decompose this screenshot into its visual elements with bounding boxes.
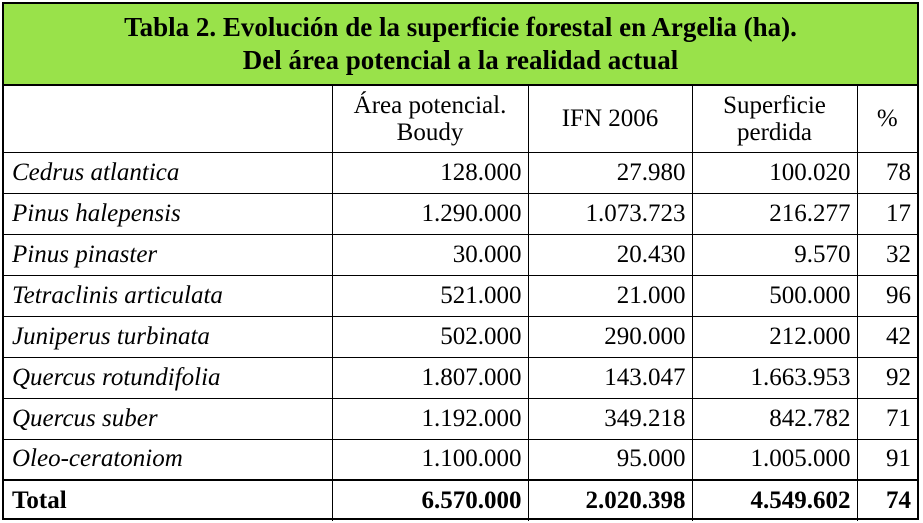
- species-name: Pinus halepensis: [4, 192, 333, 235]
- total-label: Total: [4, 479, 333, 521]
- total-ifn: 2.020.398: [527, 479, 693, 521]
- percent-value: 32: [856, 233, 917, 276]
- potential-area-value: 521.000: [331, 274, 529, 317]
- species-name: Juniperus turbinata: [4, 315, 333, 358]
- header-lost-line-2: perdida: [737, 118, 812, 146]
- ifn-value: 290.000: [527, 315, 693, 358]
- potential-area-value: 1.290.000: [331, 192, 529, 235]
- table-row: Pinus halepensis 1.290.000 1.073.723 216…: [4, 192, 917, 235]
- header-lost-line-1: Superficie: [723, 91, 826, 119]
- table-row: Cedrus atlantica 128.000 27.980 100.020 …: [4, 151, 917, 194]
- table-title-line-1: Tabla 2. Evolución de la superficie fore…: [124, 12, 797, 42]
- species-name: Pinus pinaster: [4, 233, 333, 276]
- total-percent: 74: [856, 479, 917, 521]
- species-name: Quercus suber: [4, 397, 333, 440]
- total-potential-area: 6.570.000: [331, 479, 529, 521]
- potential-area-value: 1.100.000: [331, 438, 529, 481]
- header-percent: %: [856, 86, 917, 153]
- lost-surface-value: 216.277: [691, 192, 858, 235]
- potential-area-value: 128.000: [331, 151, 529, 194]
- lost-surface-value: 1.005.000: [691, 438, 858, 481]
- potential-area-value: 30.000: [331, 233, 529, 276]
- percent-value: 42: [856, 315, 917, 358]
- lost-surface-value: 1.663.953: [691, 356, 858, 399]
- lost-surface-value: 500.000: [691, 274, 858, 317]
- species-name: Oleo-ceratoniom: [4, 438, 333, 481]
- forest-surface-table: Área potencial. Boudy IFN 2006 Superfici…: [4, 86, 917, 521]
- header-potential-line-2: Boudy: [396, 118, 464, 146]
- lost-surface-value: 100.020: [691, 151, 858, 194]
- ifn-value: 21.000: [527, 274, 693, 317]
- species-name: Cedrus atlantica: [4, 151, 333, 194]
- percent-value: 96: [856, 274, 917, 317]
- percent-value: 92: [856, 356, 917, 399]
- table-row: Juniperus turbinata 502.000 290.000 212.…: [4, 315, 917, 358]
- ifn-value: 143.047: [527, 356, 693, 399]
- lost-surface-value: 212.000: [691, 315, 858, 358]
- total-lost-surface: 4.549.602: [691, 479, 858, 521]
- header-species: [4, 86, 333, 153]
- table-header-row: Área potencial. Boudy IFN 2006 Superfici…: [4, 86, 917, 153]
- table-row: Quercus suber 1.192.000 349.218 842.782 …: [4, 397, 917, 440]
- potential-area-value: 1.807.000: [331, 356, 529, 399]
- ifn-value: 20.430: [527, 233, 693, 276]
- header-ifn-2006: IFN 2006: [527, 86, 693, 153]
- table-row: Pinus pinaster 30.000 20.430 9.570 32: [4, 233, 917, 276]
- table-title-line-2: Del área potencial a la realidad actual: [242, 45, 679, 75]
- potential-area-value: 1.192.000: [331, 397, 529, 440]
- table-row: Oleo-ceratoniom 1.100.000 95.000 1.005.0…: [4, 438, 917, 481]
- species-name: Quercus rotundifolia: [4, 356, 333, 399]
- table-row: Tetraclinis articulata 521.000 21.000 50…: [4, 274, 917, 317]
- percent-value: 71: [856, 397, 917, 440]
- ifn-value: 95.000: [527, 438, 693, 481]
- table-row: Quercus rotundifolia 1.807.000 143.047 1…: [4, 356, 917, 399]
- header-lost-surface: Superficie perdida: [691, 86, 858, 153]
- lost-surface-value: 9.570: [691, 233, 858, 276]
- percent-value: 78: [856, 151, 917, 194]
- ifn-value: 1.073.723: [527, 192, 693, 235]
- table-title: Tabla 2. Evolución de la superficie fore…: [4, 4, 917, 86]
- lost-surface-value: 842.782: [691, 397, 858, 440]
- header-potential-area: Área potencial. Boudy: [331, 86, 529, 153]
- ifn-value: 349.218: [527, 397, 693, 440]
- total-row: Total 6.570.000 2.020.398 4.549.602 74: [4, 479, 917, 521]
- ifn-value: 27.980: [527, 151, 693, 194]
- percent-value: 17: [856, 192, 917, 235]
- percent-value: 91: [856, 438, 917, 481]
- header-potential-line-1: Área potencial.: [353, 91, 507, 119]
- potential-area-value: 502.000: [331, 315, 529, 358]
- species-name: Tetraclinis articulata: [4, 274, 333, 317]
